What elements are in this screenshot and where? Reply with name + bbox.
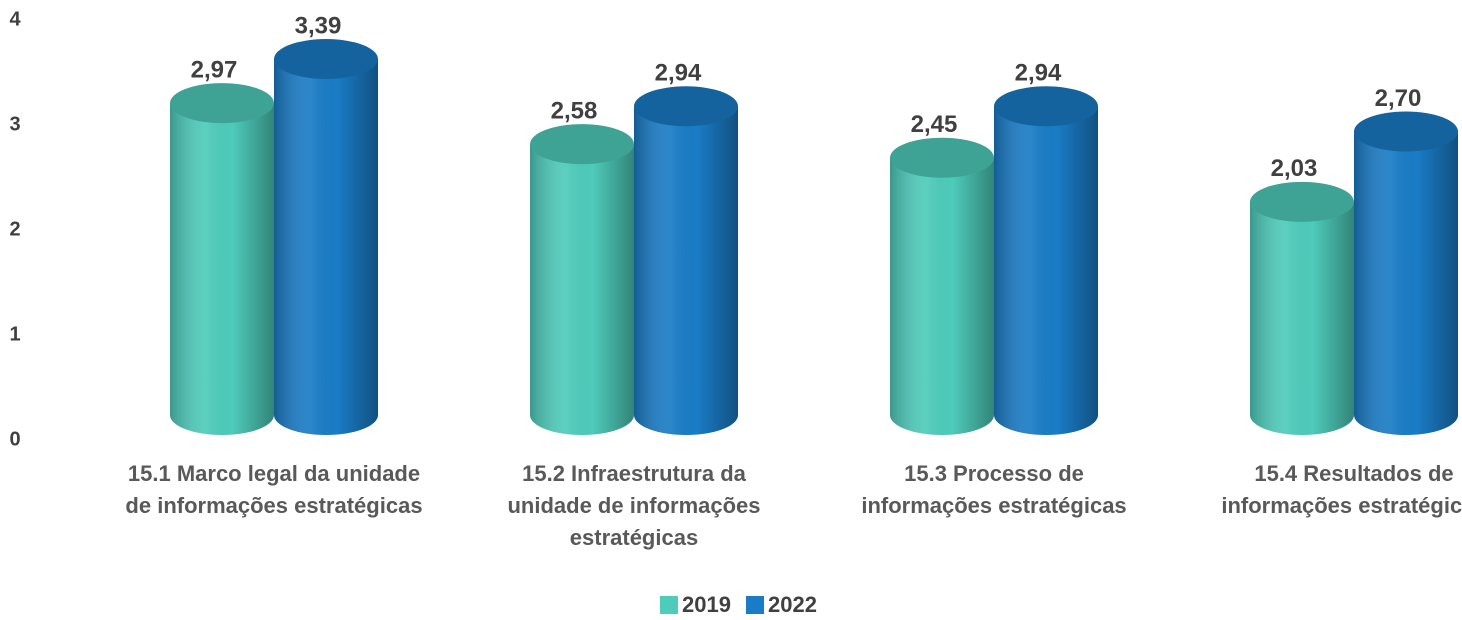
- cylinder-shade: [1250, 201, 1354, 435]
- value-label: 2,58: [551, 97, 598, 124]
- value-label: 2,03: [1271, 155, 1318, 182]
- cylinder-top: [274, 39, 378, 80]
- x-tick-label: 15.3 Processo de informações estratégica…: [861, 461, 1127, 518]
- legend-swatch: [746, 596, 764, 614]
- cylinder-shade: [1354, 131, 1458, 435]
- legend-label: 2019: [682, 592, 731, 617]
- y-tick-label: 1: [9, 323, 20, 345]
- legend-label: 2022: [768, 592, 817, 617]
- cylinder-top: [530, 124, 634, 165]
- cylinder-top: [890, 137, 994, 178]
- y-tick-label: 2: [9, 218, 20, 240]
- value-label: 2,94: [1015, 60, 1062, 87]
- cylinder-shade: [274, 59, 378, 436]
- x-tick-label: 15.2 Infraestrutura da unidade de inform…: [507, 461, 761, 550]
- cylinder-shade: [890, 157, 994, 435]
- cylinder-shade: [994, 106, 1098, 436]
- value-label: 2,45: [911, 111, 958, 138]
- legend-swatch: [660, 596, 678, 614]
- cylinder-top: [1250, 181, 1354, 222]
- y-tick-label: 3: [9, 113, 20, 135]
- cylinder-shade: [530, 144, 634, 435]
- value-label: 2,70: [1375, 85, 1422, 112]
- x-tick-label: 15.1 Marco legal da unidade de informaçõ…: [125, 461, 423, 518]
- value-label: 3,39: [295, 12, 342, 39]
- value-label: 2,94: [655, 60, 702, 87]
- cylinder-top: [170, 83, 274, 124]
- cylinder-shade: [170, 103, 274, 436]
- x-tick-label: 15.4 Resultados de informações estratégi…: [1221, 461, 1462, 518]
- y-tick-label: 4: [9, 8, 21, 30]
- cylinder-top: [994, 86, 1098, 127]
- y-tick-label: 0: [9, 428, 20, 450]
- cylinder-shade: [634, 106, 738, 436]
- cylinder-top: [1354, 111, 1458, 152]
- value-label: 2,97: [191, 56, 238, 83]
- cylinder-top: [634, 86, 738, 127]
